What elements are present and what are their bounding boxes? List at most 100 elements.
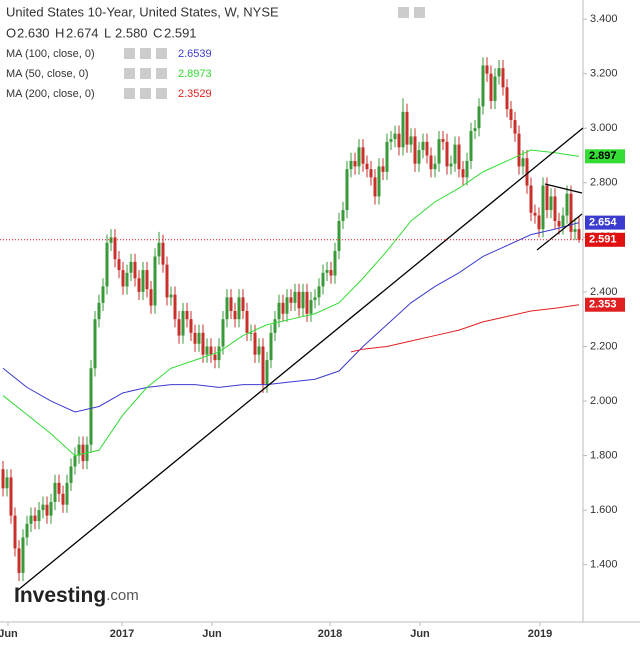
trendline — [17, 127, 584, 591]
candle-body — [513, 120, 517, 134]
moving-average — [2, 149, 580, 457]
candle-body — [77, 444, 81, 456]
candle-body — [313, 297, 317, 301]
ohlc-value: 2.591 — [164, 25, 197, 40]
y-tick-label: 3.400 — [590, 13, 618, 25]
header-icons — [398, 7, 425, 18]
candle-body — [57, 482, 61, 494]
candle-body — [421, 141, 425, 151]
candle-body — [477, 106, 481, 129]
candle-body — [505, 87, 509, 110]
ohlc-value: 2.580 — [115, 25, 148, 40]
candle-body — [225, 297, 229, 320]
ohlc-value: 2.674 — [66, 25, 99, 40]
ohlc-key: L — [104, 25, 111, 40]
candle-body — [33, 515, 37, 522]
candle-body — [269, 332, 273, 361]
candle-body — [97, 302, 101, 320]
candle-body — [205, 346, 209, 355]
price-tag — [585, 297, 625, 312]
candle-body — [213, 354, 217, 361]
candle-body — [233, 311, 237, 320]
candle-body — [393, 133, 397, 140]
legend-value: 2.8973 — [178, 68, 212, 80]
price-tag-label: 2.654 — [589, 217, 617, 229]
candle-body — [161, 242, 165, 265]
candle-body — [125, 272, 129, 287]
candle-body — [5, 477, 9, 489]
candle-body — [37, 510, 41, 522]
candle-body — [497, 68, 501, 77]
legend-icon — [156, 48, 167, 59]
candle-body — [481, 65, 485, 107]
x-tick-label: 2017 — [110, 628, 134, 640]
candle-body — [573, 229, 577, 232]
chart-title: United States 10-Year, United States, W,… — [6, 4, 279, 19]
candle-body — [385, 141, 389, 172]
candle-body — [317, 286, 321, 298]
candle-body — [41, 504, 45, 511]
candle-body — [245, 311, 249, 333]
candle-body — [537, 215, 541, 230]
candle-body — [405, 111, 409, 145]
candle-body — [185, 311, 189, 320]
candle-body — [349, 160, 353, 170]
candle-body — [525, 158, 529, 186]
candle-body — [49, 501, 53, 516]
candle-body — [257, 346, 261, 355]
candle-body — [193, 332, 197, 344]
candle-body — [325, 270, 329, 273]
candle-body — [429, 155, 433, 170]
candle-body — [165, 264, 169, 298]
candle-body — [277, 302, 281, 320]
candle-body — [285, 297, 289, 314]
candle-body — [153, 256, 157, 306]
candle-body — [45, 504, 49, 516]
candle-body — [121, 270, 125, 287]
channel-line — [536, 213, 583, 251]
ohlc-row: O 2.630 H 2.674 L 2.580 C 2.591 — [6, 25, 197, 40]
candle-body — [29, 515, 33, 524]
ohlc-key: C — [153, 25, 162, 40]
y-tick-label: 2.200 — [590, 340, 618, 352]
candle-body — [189, 319, 193, 333]
x-tick-label: 2019 — [528, 628, 552, 640]
candle-body — [273, 319, 277, 333]
candle-body — [169, 294, 173, 298]
candle-body — [533, 212, 537, 216]
candle-body — [309, 300, 313, 314]
candle-body — [457, 144, 461, 170]
legend-icon — [140, 68, 151, 79]
legend-icon — [140, 48, 151, 59]
candle-body — [113, 237, 117, 260]
legend-icon — [156, 68, 167, 79]
candle-body — [321, 272, 325, 287]
candle-body — [105, 242, 109, 287]
candle-body — [361, 147, 365, 164]
candle-body — [453, 144, 457, 164]
candle-body — [409, 136, 413, 145]
candle-body — [21, 537, 25, 573]
price-tag — [585, 232, 625, 247]
candle-body — [433, 163, 437, 170]
candle-body — [509, 109, 513, 121]
candle-body — [149, 289, 153, 306]
candle-body — [201, 332, 205, 355]
candle-body — [61, 493, 65, 505]
logo: Investing.com — [14, 584, 139, 607]
candle-body — [545, 185, 549, 211]
candle-body — [493, 76, 497, 101]
candle-body — [209, 346, 213, 355]
candle-body — [401, 111, 405, 148]
candle-body — [489, 73, 493, 101]
candle-body — [469, 130, 473, 161]
candle-body — [521, 158, 525, 167]
candle-body — [281, 302, 285, 314]
candle-body — [237, 297, 241, 320]
candle-body — [25, 523, 29, 538]
candle-body — [353, 160, 357, 167]
candle-body — [181, 311, 185, 336]
candle-body — [557, 220, 561, 227]
candle-body — [141, 270, 145, 292]
candle-body — [53, 482, 57, 502]
